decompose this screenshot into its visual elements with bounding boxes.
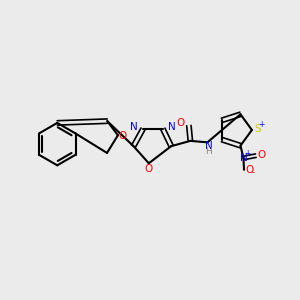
Text: N: N [130, 122, 138, 132]
Text: +: + [244, 149, 251, 158]
Text: O: O [144, 164, 152, 173]
Text: N: N [205, 142, 212, 152]
Text: H: H [205, 147, 212, 156]
Text: O: O [118, 131, 126, 141]
Text: O: O [245, 165, 253, 176]
Text: +: + [258, 120, 265, 129]
Text: N: N [168, 122, 176, 132]
Text: O: O [257, 150, 265, 160]
Text: O: O [176, 118, 184, 128]
Text: N: N [240, 153, 247, 163]
Text: -: - [251, 168, 254, 177]
Text: S: S [254, 124, 261, 134]
